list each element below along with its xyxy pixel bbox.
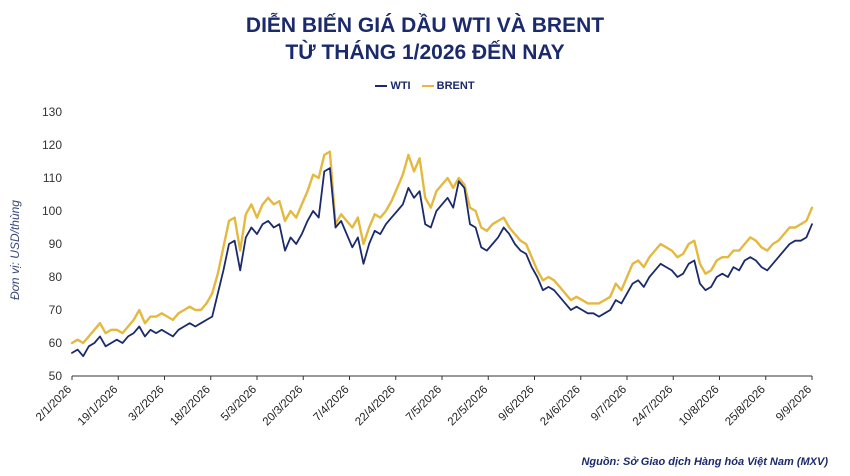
x-tick-label: 7/5/2026 (404, 384, 444, 424)
x-tick-label: 24/6/2026 (538, 384, 583, 429)
x-tick-label: 3/2/2026 (126, 384, 166, 424)
source-note: Nguồn: Sở Giao dịch Hàng hóa Việt Nam (M… (581, 456, 828, 468)
y-tick-label: 80 (49, 270, 63, 284)
series-line-wti (71, 167, 813, 358)
x-tick-label: 9/7/2026 (589, 384, 629, 424)
legend: WTI BRENT (0, 80, 850, 92)
series-line-brent (70, 150, 814, 345)
x-tick-label: 22/5/2026 (446, 384, 491, 429)
x-tick-label: 25/8/2026 (723, 384, 768, 429)
y-tick-label: 110 (43, 171, 62, 185)
x-tick-label: 9/6/2026 (496, 384, 536, 424)
chart-title: DIỄN BIẾN GIÁ DẦU WTI VÀ BRENT TỪ THÁNG … (0, 12, 850, 66)
x-tick-label: 20/3/2026 (261, 384, 306, 429)
y-tick-label: 100 (42, 204, 62, 218)
chart-title-line1: DIỄN BIẾN GIÁ DẦU WTI VÀ BRENT (245, 14, 605, 37)
x-tick-label: 9/9/2026 (774, 384, 814, 424)
legend-swatch-wti (375, 85, 388, 88)
y-tick-label: 60 (49, 336, 63, 350)
legend-label-brent: BRENT (436, 80, 475, 92)
x-tick-label: 19/1/2026 (76, 384, 121, 429)
x-tick-label: 2/1/2026 (34, 384, 74, 424)
legend-swatch-brent (421, 85, 434, 88)
chart-title-line2: TỪ THÁNG 1/2026 ĐẾN NAY (285, 41, 565, 64)
y-tick-label: 130 (42, 105, 62, 119)
legend-item-brent: BRENT (421, 80, 475, 92)
x-tick-label: 7/4/2026 (311, 384, 351, 424)
y-tick-label: 50 (49, 369, 63, 383)
x-tick-label: 22/4/2026 (353, 384, 398, 429)
y-tick-label: 70 (49, 303, 63, 317)
legend-item-wti: WTI (375, 80, 413, 92)
y-tick-label: 90 (49, 237, 63, 251)
y-tick-label: 120 (42, 138, 62, 152)
x-tick-label: 18/2/2026 (168, 384, 213, 429)
legend-label-wti: WTI (390, 80, 411, 92)
x-tick-label: 24/7/2026 (631, 384, 676, 429)
x-tick-label: 10/8/2026 (677, 384, 722, 429)
x-tick-label: 5/3/2026 (219, 384, 259, 424)
